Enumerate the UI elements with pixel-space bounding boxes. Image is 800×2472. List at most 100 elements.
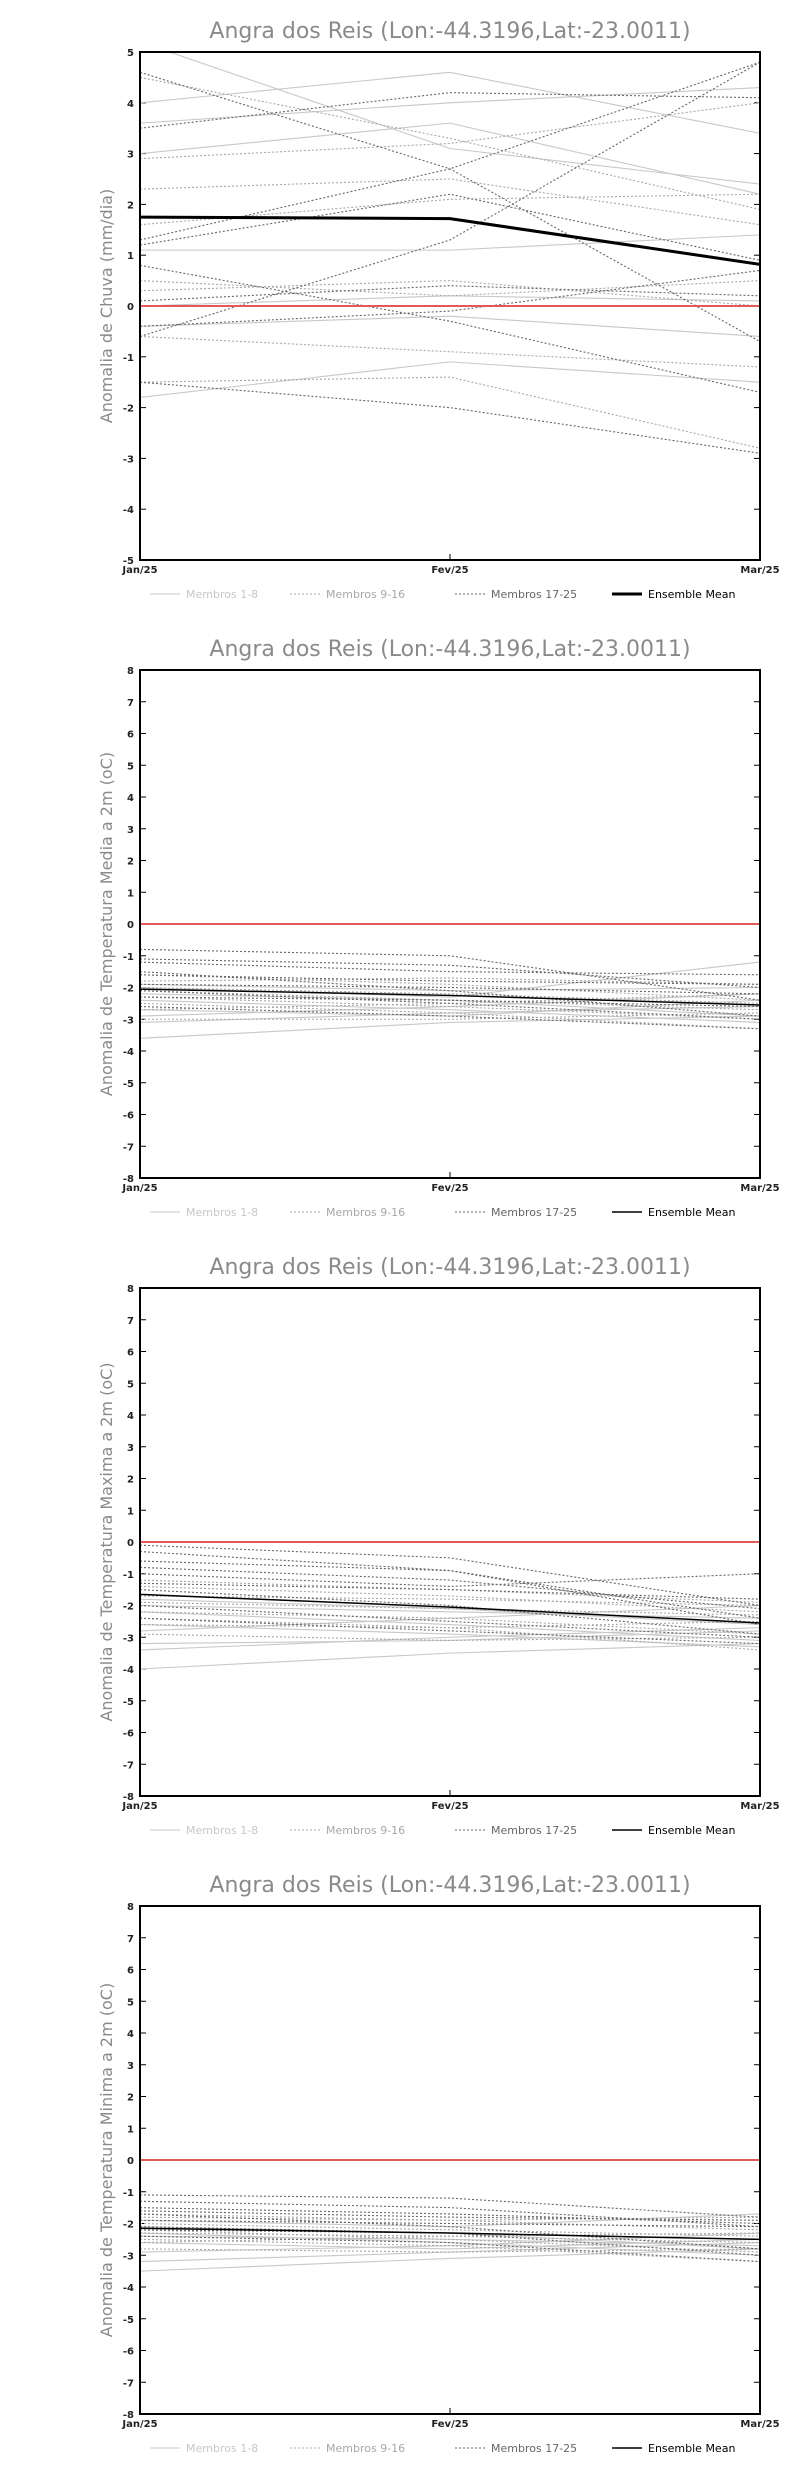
series-members-1-8-4 — [140, 361, 760, 398]
y-tick-label: 8 — [127, 1284, 134, 1295]
y-tick-label: -6 — [123, 1111, 134, 1122]
series-members-1-8-1 — [140, 1643, 760, 1670]
x-tick-label: Jan/25 — [121, 2419, 157, 2430]
plot-area — [140, 52, 760, 454]
series-members-17-25-9 — [140, 193, 760, 261]
series-members-17-25-4 — [140, 1589, 760, 1635]
series-members-1-8-6 — [167, 52, 760, 185]
series-members-9-16-6 — [140, 2216, 760, 2221]
series-ensemble-mean — [140, 2227, 760, 2241]
y-tick-label: 1 — [127, 2124, 134, 2135]
series-members-17-25-2 — [140, 61, 760, 241]
legend-label-members-9-16: Membros 9-16 — [326, 1206, 405, 1219]
y-tick-label: 5 — [127, 48, 134, 59]
max-temperature-chart: Angra dos Reis (Lon:-44.3196,Lat:-23.001… — [97, 1255, 780, 1837]
series-members-17-25-6 — [140, 2235, 760, 2263]
plot-frame — [139, 1287, 761, 1797]
series-members-17-25-3 — [140, 971, 760, 1017]
plot-frame — [139, 51, 761, 561]
y-tick-label: -3 — [123, 2251, 134, 2262]
x-tick-label: Jan/25 — [121, 1801, 157, 1812]
series-members-9-16-5 — [140, 996, 760, 1020]
y-tick-label: 5 — [127, 1379, 134, 1390]
legend-label-members-17-25: Membros 17-25 — [491, 1206, 577, 1219]
y-tick-label: -7 — [123, 1142, 134, 1153]
y-tick-label: 1 — [127, 888, 134, 899]
legend-label-members-1-8: Membros 1-8 — [186, 588, 258, 601]
y-tick-label: 7 — [127, 698, 134, 709]
y-tick-label: -5 — [123, 2315, 134, 2326]
legend-label-ensemble-mean: Ensemble Mean — [648, 2442, 735, 2455]
y-tick-label: 6 — [127, 1966, 134, 1977]
x-tick-label: Mar/25 — [740, 565, 779, 576]
y-tick-label: -8 — [123, 1174, 134, 1185]
series-members-1-8-1 — [140, 2248, 760, 2272]
series-members-9-16-7 — [140, 1620, 760, 1629]
series-members-17-25-6 — [140, 1617, 760, 1645]
x-tick-label: Jan/25 — [121, 1183, 157, 1194]
y-tick-label: 1 — [127, 1506, 134, 1517]
series-members-1-8-5 — [140, 999, 760, 1017]
series-members-17-25-5 — [140, 269, 760, 327]
legend-label-ensemble-mean: Ensemble Mean — [648, 1824, 735, 1837]
y-tick-label: -3 — [123, 1015, 134, 1026]
legend-label-members-9-16: Membros 9-16 — [326, 588, 405, 601]
series-members-1-8-4 — [140, 961, 760, 998]
y-tick-label: 4 — [127, 1411, 134, 1422]
y-tick-label: 0 — [127, 1538, 134, 1549]
chart-panel-min-temperature: Angra dos Reis (Lon:-44.3196,Lat:-23.001… — [0, 1854, 800, 2472]
series-members-9-16-6 — [140, 1595, 760, 1607]
series-members-17-25-6 — [140, 1006, 760, 1030]
plot-frame — [139, 669, 761, 1179]
series-members-1-8-5 — [140, 295, 760, 307]
series-members-17-25-9 — [140, 974, 760, 985]
series-members-1-8-8 — [140, 983, 760, 992]
series-members-1-8-3 — [140, 234, 760, 251]
y-tick-label: 8 — [127, 1902, 134, 1913]
series-members-9-16-7 — [140, 280, 760, 307]
y-tick-label: -5 — [123, 556, 134, 567]
y-tick-label: 5 — [127, 1997, 134, 2008]
y-tick-label: -2 — [123, 2220, 134, 2231]
series-members-17-25-8 — [140, 1582, 760, 1600]
legend-label-members-9-16: Membros 9-16 — [326, 2442, 405, 2455]
precipitation-chart: Angra dos Reis (Lon:-44.3196,Lat:-23.001… — [97, 19, 780, 601]
y-tick-label: 6 — [127, 1348, 134, 1359]
series-members-17-25-7 — [140, 285, 760, 302]
series-members-17-25-3 — [140, 2213, 760, 2250]
y-tick-label: 0 — [127, 2156, 134, 2167]
series-members-1-8-2 — [140, 122, 760, 195]
series-members-1-8-4 — [140, 1630, 760, 1645]
series-members-1-8-5 — [140, 2238, 760, 2250]
y-tick-label: 7 — [127, 1934, 134, 1945]
plot-area — [140, 1541, 760, 1670]
legend-label-ensemble-mean: Ensemble Mean — [648, 1206, 735, 1219]
legend-label-members-1-8: Membros 1-8 — [186, 1824, 258, 1837]
x-tick-label: Fev/25 — [431, 2419, 468, 2430]
y-tick-label: 0 — [127, 302, 134, 313]
series-members-1-8-3 — [140, 2232, 760, 2256]
series-members-17-25-4 — [140, 990, 760, 1020]
mean-temperature-chart: Angra dos Reis (Lon:-44.3196,Lat:-23.001… — [97, 637, 780, 1219]
y-tick-label: -2 — [123, 1602, 134, 1613]
series-members-9-16-7 — [140, 2232, 760, 2244]
series-members-17-25-7 — [140, 2200, 760, 2228]
series-members-17-25-4 — [140, 264, 760, 393]
y-tick-label: -1 — [123, 2188, 134, 2199]
y-tick-label: -1 — [123, 353, 134, 364]
y-tick-label: 3 — [127, 150, 134, 161]
series-members-17-25-1 — [140, 71, 760, 343]
y-tick-label: 1 — [127, 251, 134, 262]
y-tick-label: -7 — [123, 2378, 134, 2389]
chart-panel-mean-temperature: Angra dos Reis (Lon:-44.3196,Lat:-23.001… — [0, 618, 800, 1236]
y-tick-label: 5 — [127, 761, 134, 772]
chart-title: Angra dos Reis (Lon:-44.3196,Lat:-23.001… — [209, 1873, 690, 1898]
y-axis-label: Anomalia de Temperatura Minima a 2m (oC) — [97, 1983, 116, 2337]
y-tick-label: 6 — [127, 730, 134, 741]
y-tick-label: 7 — [127, 1316, 134, 1327]
y-axis-label: Anomalia de Temperatura Media a 2m (oC) — [97, 752, 116, 1096]
series-members-9-16-2 — [140, 986, 760, 1004]
series-members-17-25-7 — [140, 958, 760, 989]
series-members-1-8-1 — [140, 71, 760, 134]
series-members-9-16-4 — [140, 2248, 760, 2253]
